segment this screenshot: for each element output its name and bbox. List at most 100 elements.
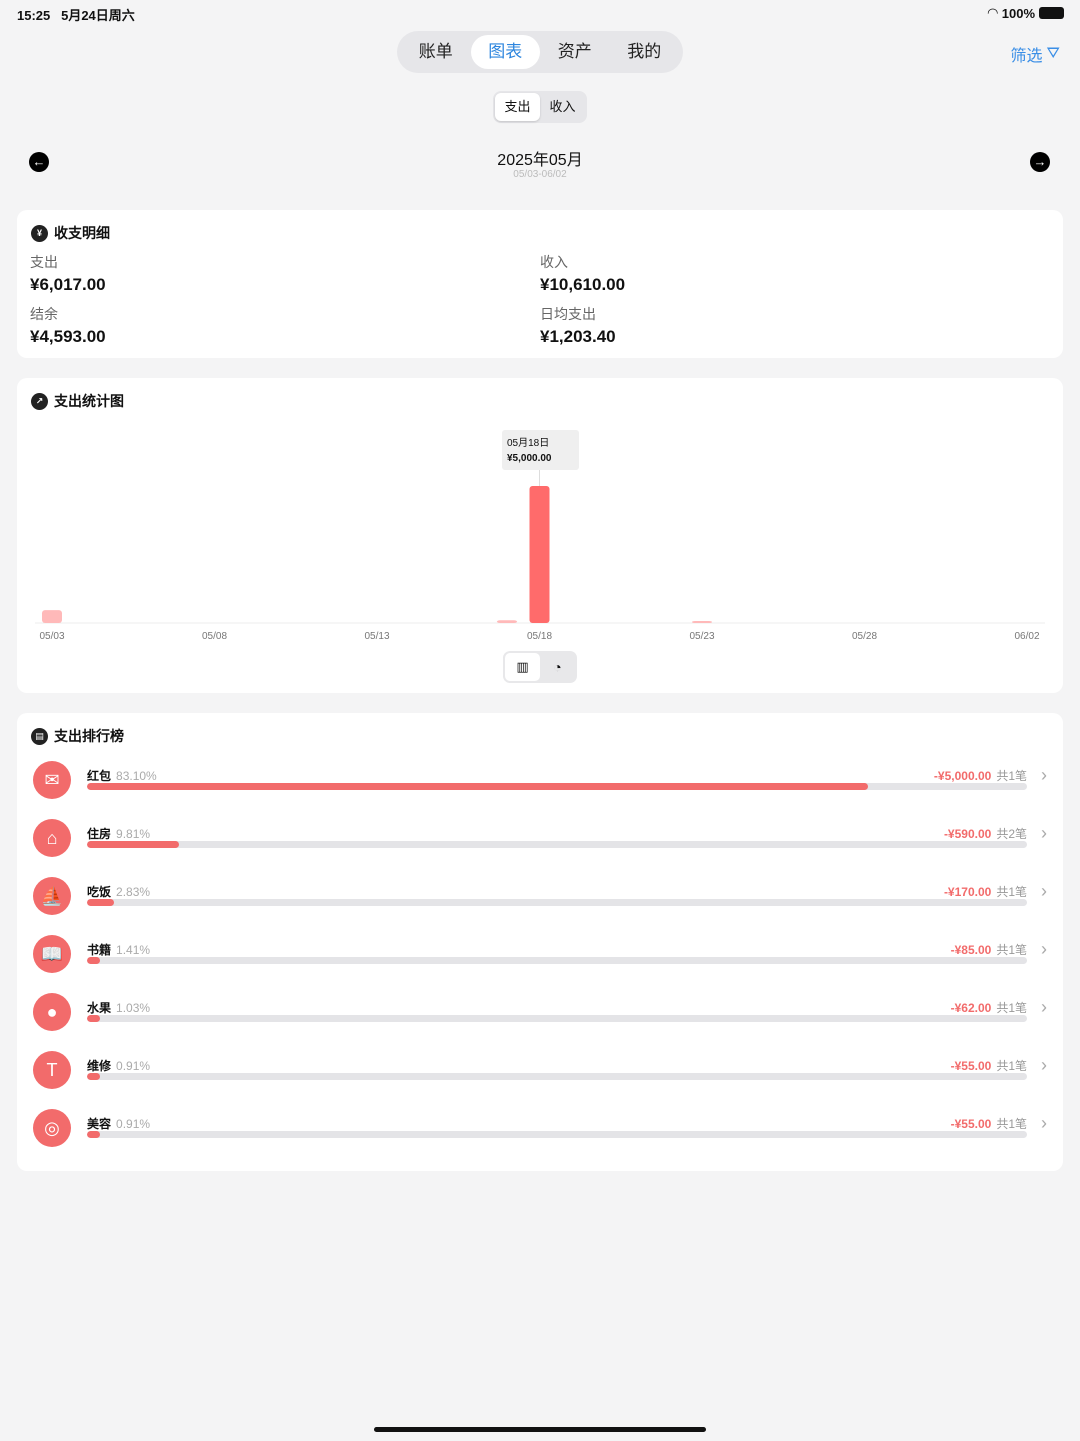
apple-icon: ●	[33, 993, 71, 1031]
percent-bar-fill	[87, 1015, 101, 1022]
ranking-row[interactable]: ⌂ 住房 9.81% -¥590.00 共2笔 ›	[17, 819, 1063, 883]
bar-05-03[interactable]	[42, 610, 62, 623]
type-toggle: 支出 收入	[493, 91, 587, 123]
category-amount: -¥5,000.00 共1笔	[934, 767, 1027, 784]
filter-icon: ⛛	[1046, 45, 1060, 62]
category-name: 美容 0.91%	[87, 1115, 150, 1132]
tab-charts[interactable]: 图表	[470, 35, 540, 69]
chevron-right-icon: ›	[1041, 881, 1047, 901]
percent-bar	[87, 841, 1027, 848]
balance-label: 结余	[30, 306, 58, 322]
ranking-row[interactable]: ⛵ 吃饭 2.83% -¥170.00 共1笔 ›	[17, 877, 1063, 941]
filter-button[interactable]: 筛选 ⛛	[1011, 42, 1060, 66]
amount-value: -¥55.00	[950, 1117, 992, 1131]
x-tick-label: 05/08	[202, 631, 227, 642]
percent-bar	[87, 783, 1027, 790]
expense-bar-chart: 05/03 05/08 05/13 05/18 05/23 05/28 06/02	[35, 470, 1045, 642]
summary-card: ¥ 收支明细 支出 ¥6,017.00 收入 ¥10,610.00 结余 ¥4,5…	[17, 210, 1063, 358]
tab-assets[interactable]: 资产	[557, 42, 592, 61]
income-label: 收入	[540, 254, 568, 270]
chart-tooltip: 05月18日 ¥5,000.00	[502, 430, 579, 470]
chevron-right-icon: ›	[1041, 939, 1047, 959]
hammer-icon: T	[33, 1051, 71, 1089]
category-percent: 83.10%	[116, 769, 157, 783]
ranking-row[interactable]: 📖 书籍 1.41% -¥85.00 共1笔 ›	[17, 935, 1063, 999]
tab-bills[interactable]: 账单	[418, 42, 453, 61]
transaction-count: 共1笔	[996, 943, 1027, 957]
period-range: 05/03-06/02	[513, 169, 567, 180]
ranking-row[interactable]: T 维修 0.91% -¥55.00 共1笔 ›	[17, 1051, 1063, 1115]
status-right: ◠ 100%	[988, 5, 1064, 21]
category-label: 红包	[87, 769, 112, 783]
toggle-expense[interactable]: 支出	[495, 93, 540, 121]
summary-title-text: 收支明细	[54, 225, 110, 241]
category-percent: 2.83%	[116, 885, 151, 899]
amount-value: -¥590.00	[943, 827, 992, 841]
bar-05-18[interactable]	[529, 486, 550, 623]
summary-title: ¥ 收支明细	[31, 223, 110, 243]
wifi-icon: ◠	[987, 5, 998, 20]
category-amount: -¥55.00 共1笔	[951, 1115, 1027, 1132]
amount-value: -¥85.00	[950, 943, 992, 957]
chevron-right-icon: ›	[1041, 1113, 1047, 1133]
x-tick-label: 06/02	[1014, 631, 1039, 642]
category-name: 水果 1.03%	[87, 999, 150, 1016]
category-label: 美容	[87, 1117, 112, 1131]
category-name: 红包 83.10%	[87, 767, 157, 784]
percent-bar	[87, 1131, 1027, 1138]
category-label: 书籍	[87, 943, 112, 957]
expense-value: ¥6,017.00	[30, 275, 106, 294]
home-indicator	[374, 1427, 706, 1432]
expense-label: 支出	[30, 254, 58, 270]
category-amount: -¥55.00 共1笔	[951, 1057, 1027, 1074]
date: 5月24日周六	[61, 8, 135, 23]
amount-value: -¥5,000.00	[933, 769, 992, 783]
percent-bar-fill	[87, 899, 114, 906]
daily-avg-label: 日均支出	[540, 306, 596, 322]
percent-bar	[87, 1015, 1027, 1022]
filter-label: 筛选	[1010, 48, 1043, 65]
bar-05-23[interactable]	[692, 621, 712, 623]
income-value: ¥10,610.00	[540, 275, 626, 294]
category-name: 维修 0.91%	[87, 1057, 150, 1074]
book-icon: 📖	[33, 935, 71, 973]
ranking-row[interactable]: ✉ 红包 83.10% -¥5,000.00 共1笔 ›	[17, 761, 1063, 825]
bar-05-17[interactable]	[497, 620, 517, 623]
ranking-title-text: 支出排行榜	[54, 728, 124, 744]
x-tick-label: 05/03	[39, 631, 64, 642]
prev-month-button[interactable]: ←	[29, 152, 49, 172]
transaction-count: 共1笔	[996, 1001, 1027, 1015]
chart-title-text: 支出统计图	[54, 393, 124, 409]
ranking-row[interactable]: ● 水果 1.03% -¥62.00 共1笔 ›	[17, 993, 1063, 1057]
mirror-icon: ◎	[33, 1109, 71, 1147]
x-tick-label: 05/28	[852, 631, 877, 642]
pie-chart-icon[interactable]: ◔	[553, 659, 562, 675]
bar-chart-icon[interactable]: ▥	[505, 653, 540, 681]
sailboat-icon: ⛵	[33, 877, 71, 915]
category-amount: -¥590.00 共2笔	[944, 825, 1027, 842]
percent-bar-fill	[87, 1131, 101, 1138]
x-tick-label: 05/13	[364, 631, 389, 642]
chevron-right-icon: ›	[1041, 765, 1047, 785]
battery-level: 100%	[1001, 5, 1035, 21]
tab-mine[interactable]: 我的	[627, 42, 662, 61]
percent-bar-fill	[87, 1073, 101, 1080]
time: 15:25	[17, 8, 51, 23]
balance-value: ¥4,593.00	[30, 327, 106, 346]
category-amount: -¥85.00 共1笔	[951, 941, 1027, 958]
next-month-button[interactable]: →	[1030, 152, 1050, 172]
category-name: 吃饭 2.83%	[87, 883, 150, 900]
x-tick-label: 05/18	[527, 631, 552, 642]
percent-bar	[87, 957, 1027, 964]
battery-icon	[1039, 7, 1064, 19]
transaction-count: 共2笔	[996, 827, 1027, 841]
period-title: 2025年05月	[497, 152, 583, 169]
ranking-row[interactable]: ◎ 美容 0.91% -¥55.00 共1笔 ›	[17, 1109, 1063, 1173]
toggle-income[interactable]: 收入	[549, 99, 576, 114]
arrow-right-icon: →	[1033, 154, 1047, 169]
amount-value: -¥55.00	[950, 1059, 992, 1073]
tooltip-date: 05月18日	[507, 438, 550, 449]
category-label: 住房	[87, 827, 112, 841]
ranking-title: ▤ 支出排行榜	[31, 726, 124, 746]
category-label: 水果	[87, 1001, 112, 1015]
